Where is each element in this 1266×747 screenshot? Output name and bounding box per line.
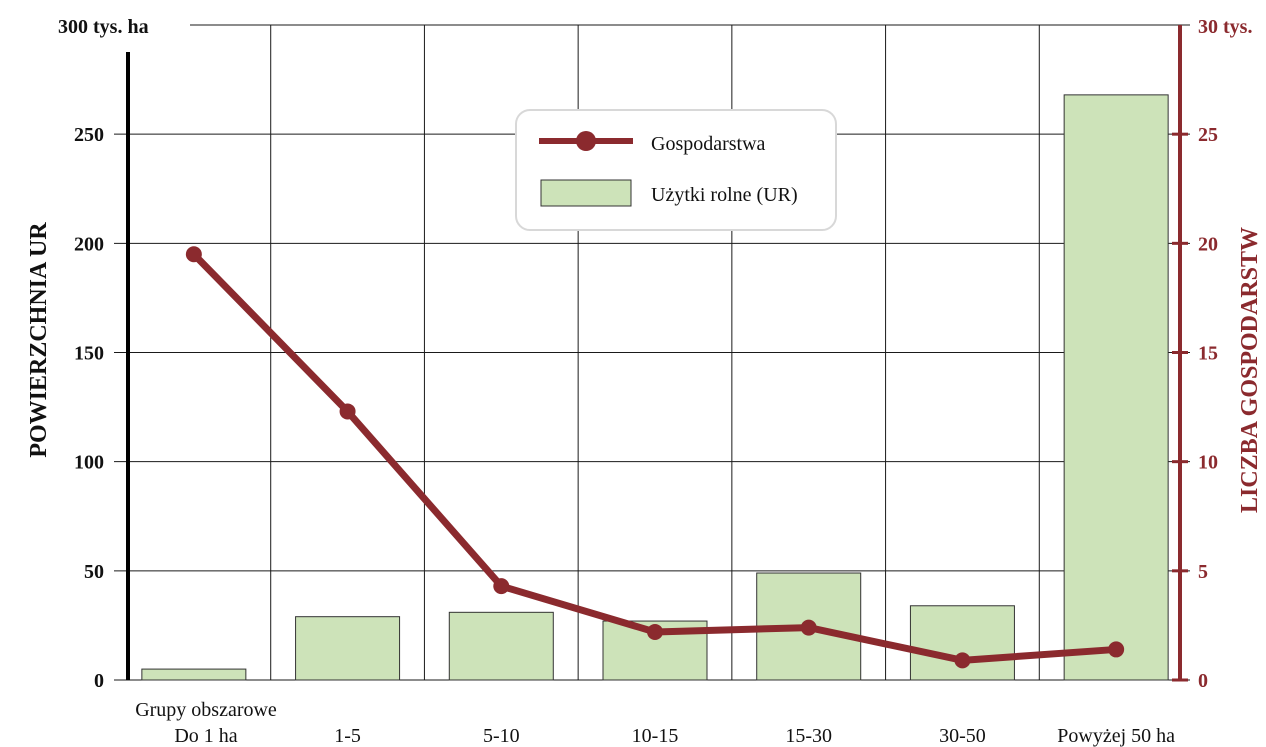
bar — [1063, 94, 1169, 681]
left-tick-label: 150 — [74, 343, 104, 365]
line-point — [647, 623, 663, 640]
category-label: 10-15 — [632, 725, 679, 747]
bar — [448, 611, 554, 681]
line-point — [493, 578, 510, 595]
legend-bar-swatch — [540, 179, 632, 207]
right-axis-title: LICZBA GOSPODARSTW — [1237, 227, 1263, 513]
line-point — [800, 619, 817, 636]
series-line — [191, 251, 1117, 664]
line-point — [1108, 641, 1125, 658]
left-tick-label: 250 — [74, 124, 104, 146]
legend: Gospodarstwa Użytki rolne (UR) — [515, 109, 837, 231]
category-label: 5-10 — [483, 725, 520, 747]
right-tick-label: 25 — [1198, 124, 1218, 146]
category-label: Powyżej 50 ha — [1057, 725, 1175, 747]
right-tick-label: 0 — [1198, 670, 1208, 692]
right-tick-label: 15 — [1198, 343, 1218, 365]
right-tick-label: 20 — [1198, 233, 1218, 255]
line-point — [954, 652, 971, 669]
right-axis-top-label: 30 tys. — [1198, 16, 1252, 38]
legend-label-gospodarstwa: Gospodarstwa — [651, 133, 766, 155]
bar — [295, 616, 401, 681]
legend-box — [515, 109, 837, 231]
right-tick-label: 5 — [1198, 561, 1208, 583]
left-axis-title: POWIERZCHNIA UR — [26, 222, 52, 458]
left-tick-label: 0 — [94, 670, 104, 692]
left-axis-top-label: 300 tys. ha — [58, 16, 149, 38]
legend-line-marker — [576, 131, 596, 151]
line-series — [185, 246, 1125, 669]
bar — [909, 605, 1015, 681]
legend-label-uzytki: Użytki rolne (UR) — [651, 184, 798, 206]
left-tick-label: 200 — [74, 233, 104, 255]
axes: 300 tys. ha 30 tys. POWIERZCHNIA UR LICZ… — [26, 16, 1263, 747]
line-point — [185, 246, 202, 263]
line-point — [339, 403, 356, 420]
category-label: 1-5 — [334, 725, 361, 747]
bar — [141, 668, 247, 681]
right-tick-label: 10 — [1198, 452, 1218, 474]
category-label: 15-30 — [785, 725, 832, 747]
category-label: Do 1 ha — [174, 725, 237, 747]
left-tick-label: 100 — [74, 452, 104, 474]
category-label: 30-50 — [939, 725, 986, 747]
x-group-label: Grupy obszarowe — [135, 699, 277, 721]
left-tick-label: 50 — [84, 561, 104, 583]
